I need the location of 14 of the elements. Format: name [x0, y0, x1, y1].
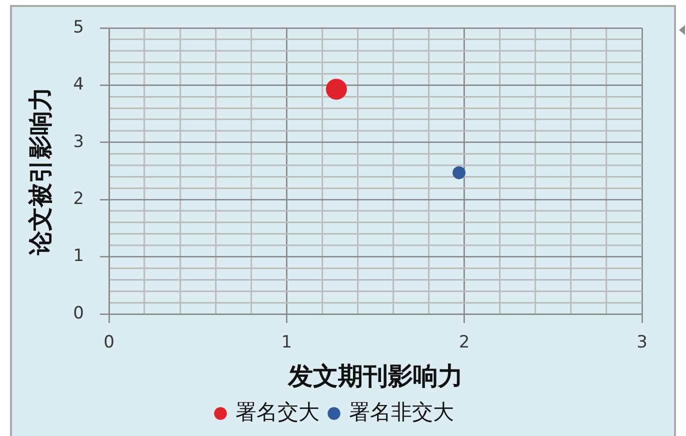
y-tick-label: 1 [73, 246, 84, 266]
legend-label: 署名交大 [236, 400, 320, 424]
x-axis-title: 发文期刊影响力 [287, 362, 463, 390]
x-tick-label: 3 [636, 332, 648, 353]
legend-label: 署名非交大 [349, 400, 454, 424]
y-axis-title: 论文被引影响力 [26, 87, 55, 256]
x-tick-label: 1 [281, 332, 292, 353]
y-tick-label: 4 [73, 74, 84, 95]
x-tick-label: 0 [104, 332, 114, 353]
y-tick-label: 3 [73, 132, 84, 152]
y-tick-label: 2 [73, 189, 84, 210]
y-tick-label: 5 [73, 17, 84, 38]
x-tick-label: 2 [458, 332, 470, 353]
y-tick-label: 0 [73, 303, 84, 324]
